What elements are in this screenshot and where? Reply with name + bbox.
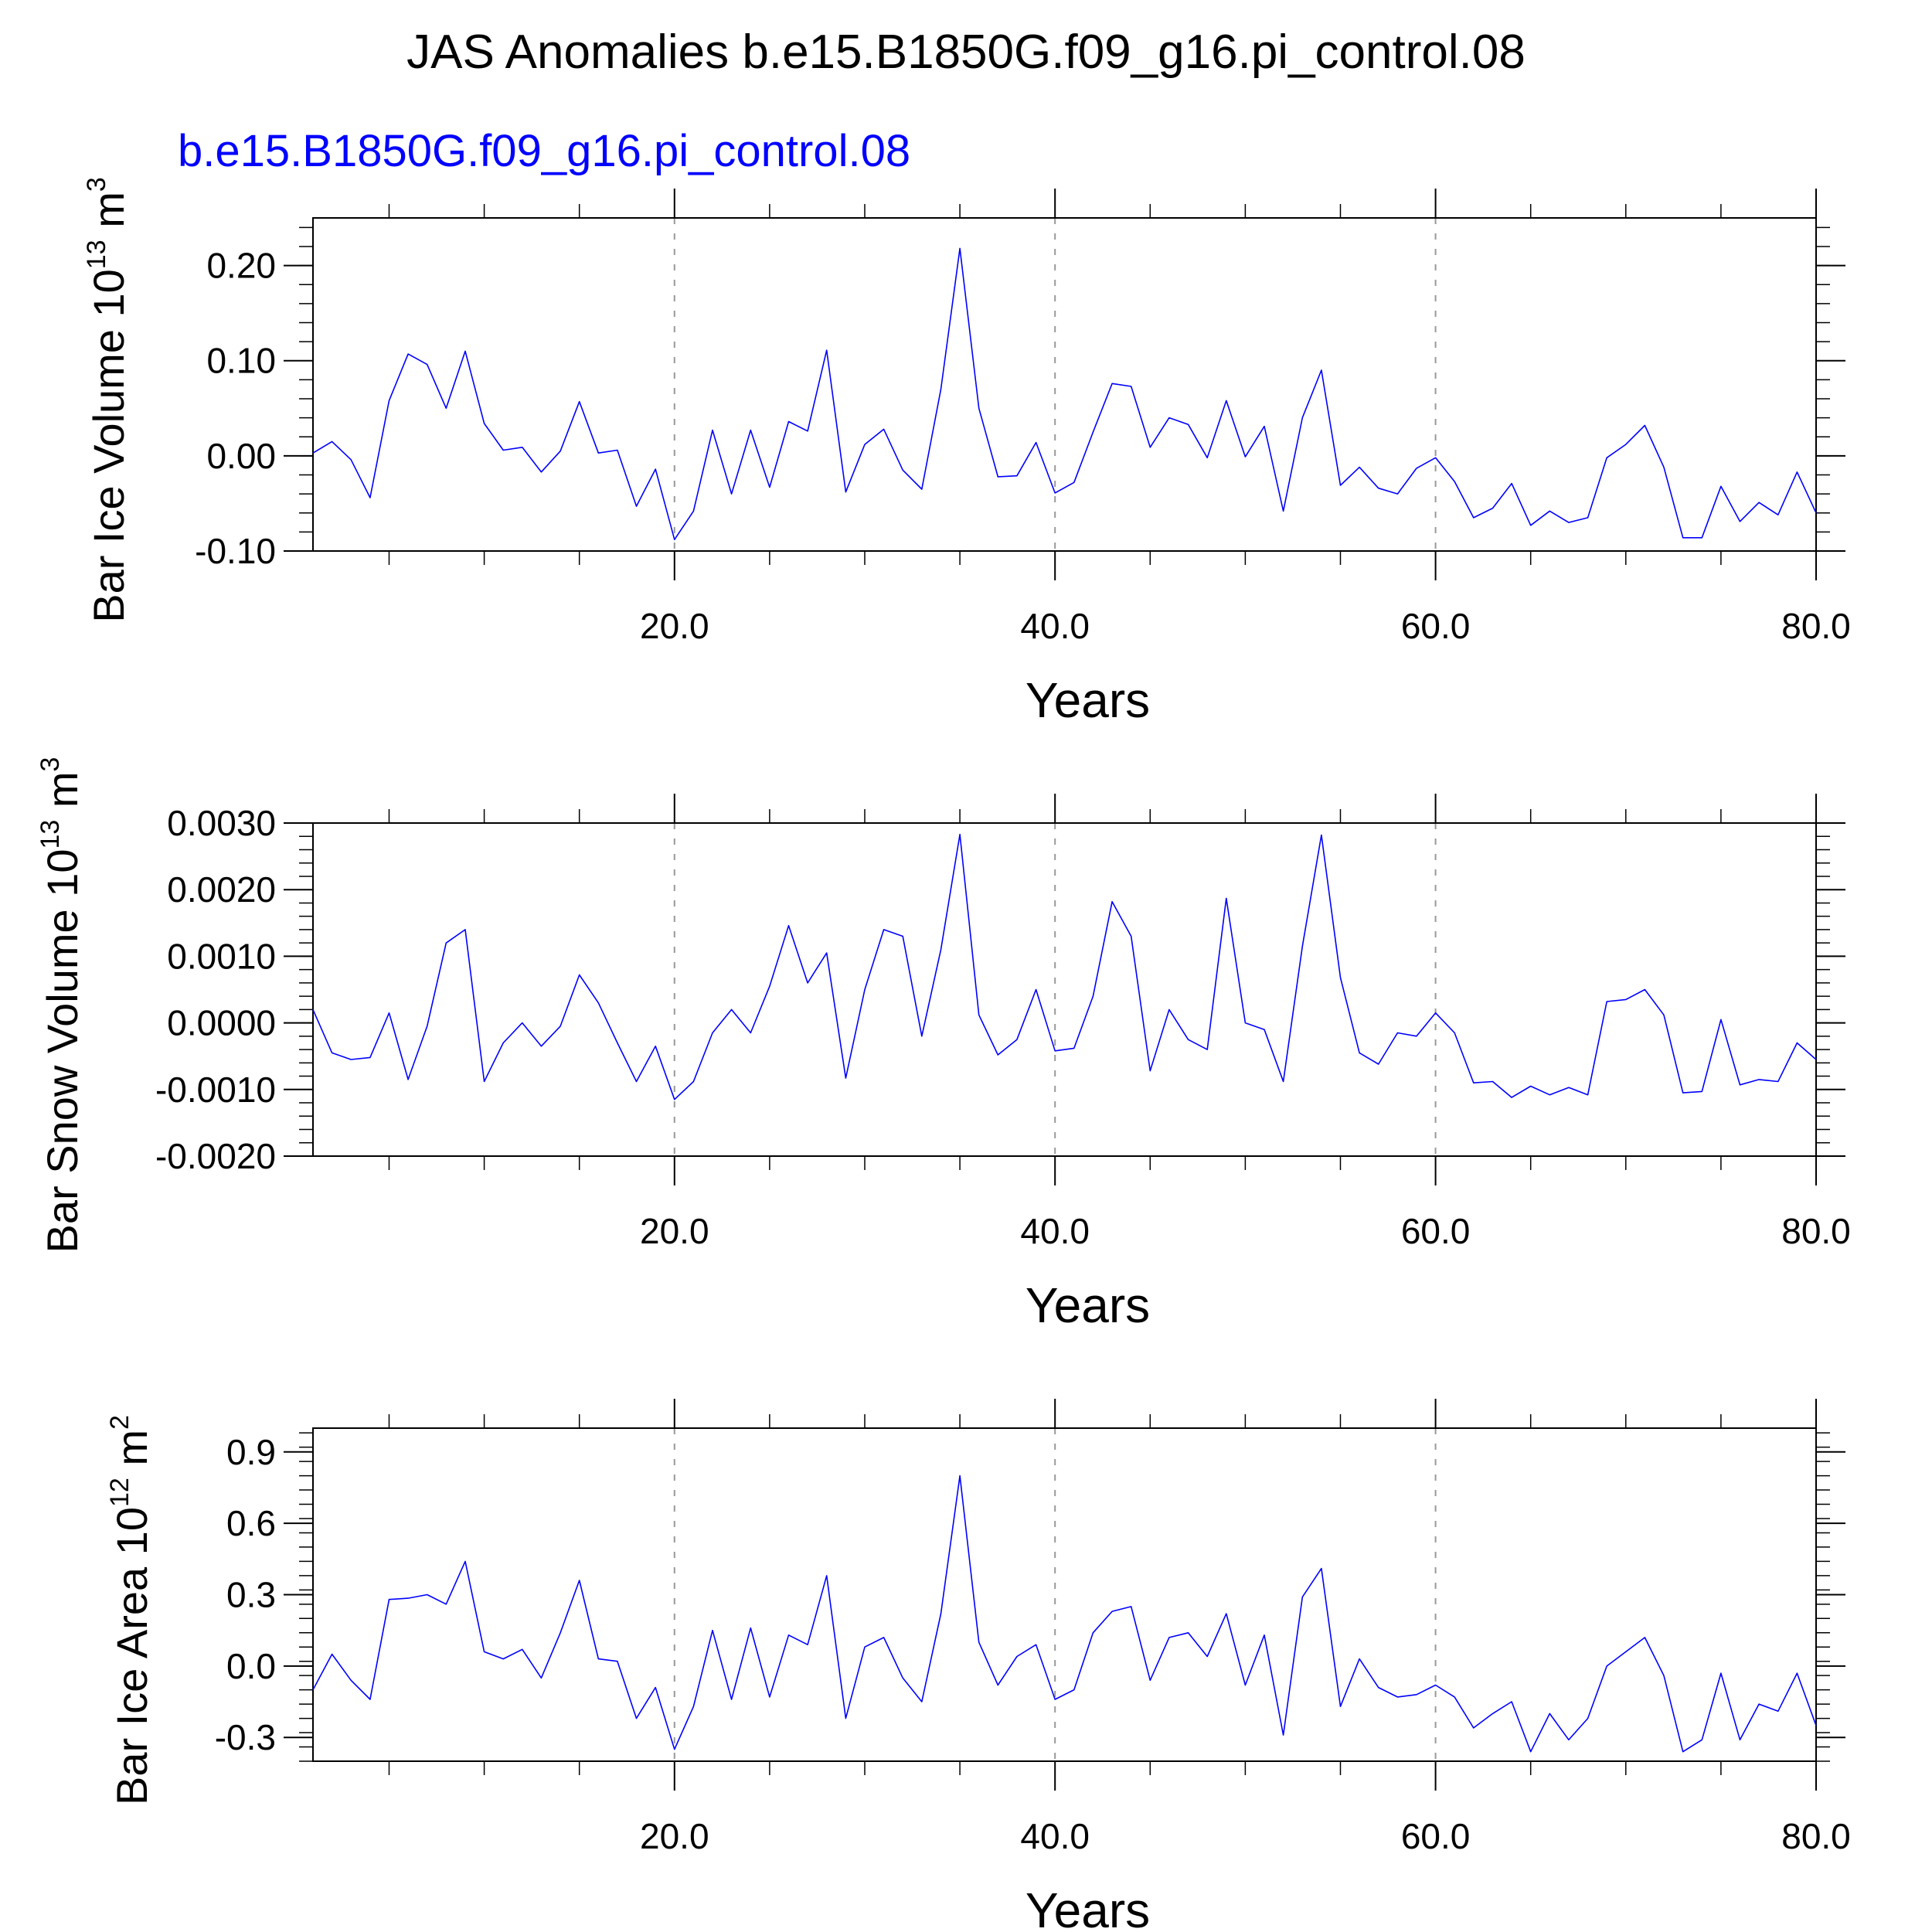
x-tick-label: 80.0 <box>1781 1816 1851 1856</box>
series-label: b.e15.B1850G.f09_g16.pi_control.08 <box>178 126 910 176</box>
chart-panel-3: -0.3 0.0 0.3 0.6 0.9 20.0 40.0 60.0 80.0 Years Bar… <box>105 1399 1851 1932</box>
y-tick-label: -0.0010 <box>155 1070 276 1110</box>
y-axis-label-part: m <box>107 1430 156 1478</box>
y-axis-label-superscript: 13 <box>36 820 65 849</box>
x-tick-label: 20.0 <box>640 1816 709 1856</box>
x-tick-label: 40.0 <box>1020 1211 1090 1251</box>
y-axis-label-superscript: 2 <box>105 1415 134 1430</box>
y-axis-label-superscript: 12 <box>105 1478 134 1507</box>
y-tick-label: -0.10 <box>195 531 276 571</box>
y-tick-label: 0.9 <box>226 1432 276 1472</box>
y-axis-label: Bar Ice Volume 1013 m3 <box>82 177 133 623</box>
y-tick-label: 0.20 <box>206 246 276 286</box>
series-line <box>312 833 1817 1100</box>
y-tick-label: 0.0010 <box>167 936 276 976</box>
x-tick-label: 80.0 <box>1781 1211 1851 1251</box>
series-line <box>312 247 1817 541</box>
series-line <box>312 1475 1817 1753</box>
y-tick-label: 0.00 <box>206 436 276 476</box>
chart-panel-2: -0.0020 -0.0010 0.0000 0.0010 0.0020 0.0030 20… <box>36 757 1851 1333</box>
y-axis-label-part: m <box>38 771 87 819</box>
x-tick-label: 40.0 <box>1020 1816 1090 1856</box>
y-tick-label: -0.0020 <box>155 1136 276 1176</box>
plot-frame <box>312 217 1817 552</box>
y-tick-label: 0.0030 <box>167 803 276 843</box>
y-axis-label-superscript: 3 <box>82 177 111 192</box>
y-tick-label: 0.0020 <box>167 869 276 910</box>
x-tick-label: 20.0 <box>640 1211 709 1251</box>
y-axis-label-superscript: 13 <box>82 240 111 269</box>
x-tick-label: 40.0 <box>1020 606 1090 646</box>
y-tick-label: -0.3 <box>215 1717 276 1757</box>
x-tick-label: 20.0 <box>640 606 709 646</box>
y-axis-label-superscript: 3 <box>36 757 65 772</box>
x-tick-label: 60.0 <box>1401 606 1471 646</box>
y-axis-label-part: Bar Ice Area 10 <box>107 1507 156 1805</box>
y-axis-label-part: Bar Ice Volume 10 <box>84 269 133 623</box>
y-tick-label: 0.10 <box>206 341 276 381</box>
chart-panel-1: -0.10 0.00 0.10 0.20 20.0 40.0 60.0 80.0 Years Ba… <box>82 177 1851 728</box>
x-tick-label: 80.0 <box>1781 606 1851 646</box>
y-axis-label-part: m <box>84 192 133 240</box>
y-tick-label: 0.3 <box>226 1575 276 1615</box>
y-axis-label-part: Bar Snow Volume 10 <box>38 849 87 1253</box>
x-tick-label: 60.0 <box>1401 1816 1471 1856</box>
y-axis-label: Bar Ice Area 1012 m2 <box>105 1415 156 1805</box>
chart-title: JAS Anomalies b.e15.B1850G.f09_g16.pi_co… <box>406 26 1526 79</box>
x-axis-label: Years <box>1026 672 1150 728</box>
x-axis-label: Years <box>1026 1883 1150 1932</box>
y-tick-label: 0.6 <box>226 1503 276 1543</box>
y-tick-label: 0.0 <box>226 1646 276 1686</box>
y-tick-label: 0.0000 <box>167 1003 276 1043</box>
x-tick-label: 60.0 <box>1401 1211 1471 1251</box>
x-axis-label: Years <box>1026 1277 1150 1333</box>
plot-frame <box>312 822 1817 1157</box>
y-axis-label: Bar Snow Volume 1013 m3 <box>36 757 87 1253</box>
